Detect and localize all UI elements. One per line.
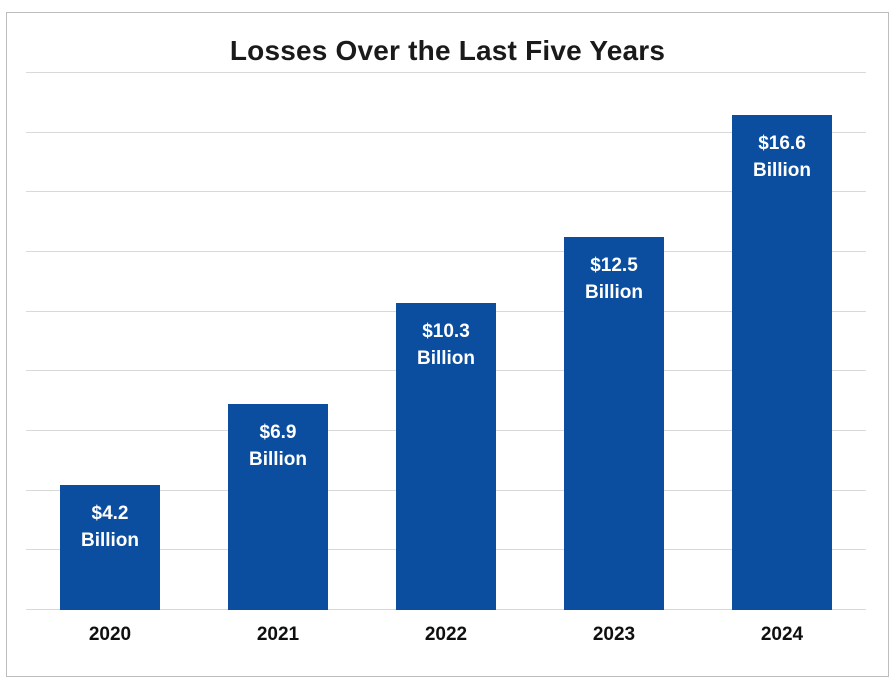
chart-figure: Losses Over the Last Five Years $4.2 Bill…: [6, 12, 889, 677]
bar-slot-2021: $6.9 Billion: [194, 73, 362, 610]
gridline-18: [26, 72, 866, 73]
x-axis-label-2021: 2021: [256, 624, 300, 645]
bar-value-label-line: $10.3: [422, 320, 470, 342]
chart-title: Losses Over the Last Five Years: [229, 35, 666, 66]
bar-value-label-line: Billion: [416, 347, 476, 369]
gridline-16: [26, 131, 866, 133]
x-axis-label-2024: 2024: [760, 624, 804, 645]
bar-2021: $6.9 Billion: [228, 404, 328, 610]
x-axis-label-2023: 2023: [592, 624, 636, 645]
bar-2023: $12.5 Billion: [564, 237, 664, 610]
bar-slot-2024: $16.6 Billion: [698, 73, 866, 610]
x-axis-label-2022: 2022: [424, 624, 468, 645]
gridline-12: [26, 251, 866, 252]
bar-value-label-line: Billion: [80, 529, 140, 551]
gridline-14: [26, 191, 866, 193]
bar-slot-2020: $4.2 Billion: [26, 73, 194, 610]
x-axis-label-2020: 2020: [88, 624, 132, 645]
bar-value-label-line: Billion: [248, 449, 308, 471]
bar-value-label-line: $4.2: [91, 502, 129, 524]
x-axis: 2020 2021 2022 2023 2024: [26, 610, 866, 656]
bar-slot-2022: $10.3 Billion: [362, 73, 530, 610]
bar-slot-2023: $12.5 Billion: [530, 73, 698, 610]
plot-area: $4.2 Billion $6.9 Billion $10.3 Billion $12.5 B…: [26, 72, 866, 610]
bar-value-label-line: Billion: [752, 159, 812, 181]
bar-2020: $4.2 Billion: [60, 484, 160, 610]
bar-value-label-line: $12.5: [590, 255, 638, 277]
bar-value-label-line: $6.9: [259, 422, 297, 444]
bars-layer: $4.2 Billion $6.9 Billion $10.3 Billion $12.5 B…: [26, 73, 866, 610]
bar-value-label-line: $16.6: [758, 132, 806, 154]
bar-value-label-line: Billion: [584, 282, 644, 304]
bar-2024: $16.6 Billion: [732, 114, 832, 610]
bar-2022: $10.3 Billion: [396, 302, 496, 610]
